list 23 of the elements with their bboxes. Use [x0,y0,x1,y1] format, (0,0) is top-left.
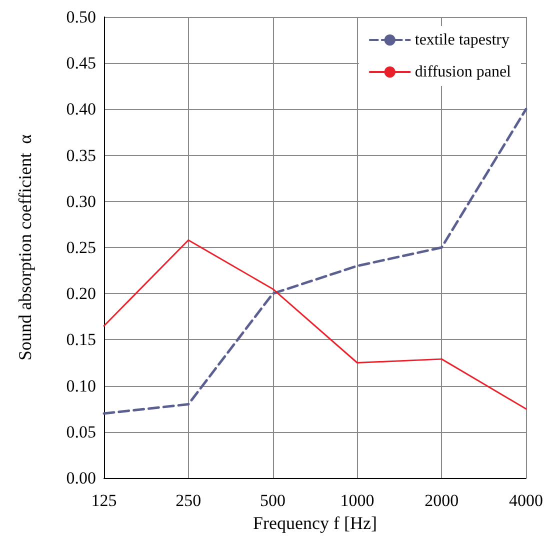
y-axis-title: Sound absorption coefficient α [15,134,35,361]
x-tick-label: 250 [176,491,202,510]
y-tick-label: 0.20 [66,284,96,304]
legend-label: diffusion panel [414,64,512,80]
line-series [102,108,528,415]
line-series [103,239,527,410]
legend-label: textile tapestry [414,32,510,48]
x-axis-title: Frequency f [Hz] [253,513,377,533]
y-tick-label: 0.50 [66,8,96,26]
y-tick-label: 0.15 [66,330,96,350]
y-tick-label: 0.45 [66,54,96,73]
y-tick-label: 0.25 [66,238,96,257]
y-tick-label: 0.05 [66,422,96,442]
y-tick-label: 0.10 [66,376,96,396]
x-tick-label: 2000 [424,491,459,510]
x-tick-label: 4000 [509,491,543,510]
y-tick-label: 0.35 [66,146,96,165]
y-tick-label: 0.30 [66,192,96,211]
y-tick-label: 0.00 [66,468,96,488]
x-tick-label: 500 [260,491,286,510]
y-tick-label: 0.40 [66,100,96,119]
x-tick-label: 125 [91,491,117,510]
x-tick-label: 1000 [340,491,374,510]
